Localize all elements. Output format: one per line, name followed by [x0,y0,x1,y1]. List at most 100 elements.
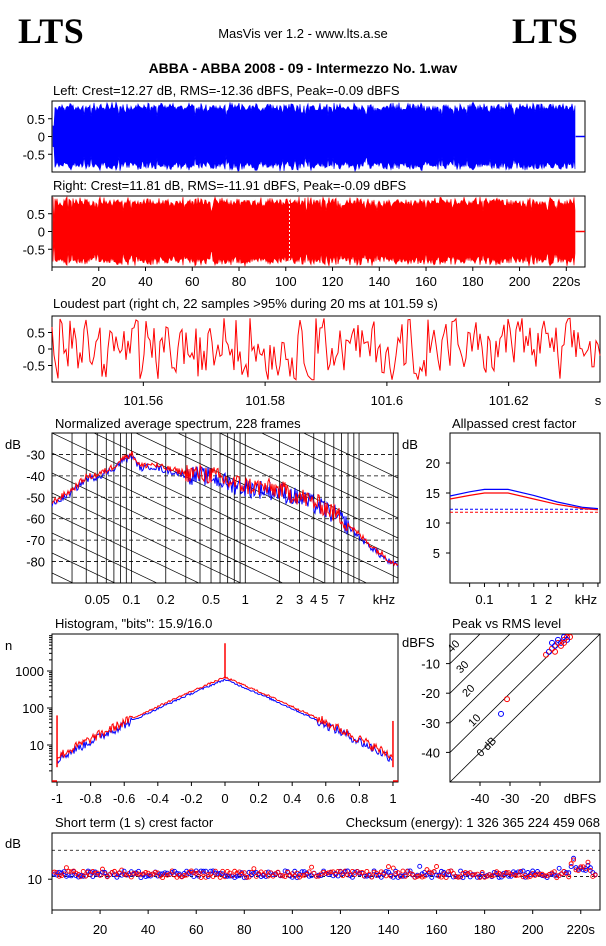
spectrum-frame [51,432,399,584]
short-term-crest-point [270,872,276,878]
short-term-crest-point [417,863,423,869]
short-term-crest-point [63,873,69,879]
loudest-part-xtick-label: 101.58 [245,393,285,408]
short-term-crest-point [323,871,329,876]
short-term-crest-point [511,869,516,875]
short-term-crest-point [138,875,144,881]
histogram-xtick-label: -1 [51,791,63,806]
short-term-crest-point [441,871,447,877]
allpassed-crest-ytick-label: 10 [426,516,440,531]
short-term-crest-point [393,871,399,877]
short-term-crest-point [73,873,79,879]
peak-vs-rms-diagonal-label: 30 [454,659,471,676]
short-term-crest-point [583,865,589,871]
peak-vs-rms-ylabel: dBFS [402,635,435,650]
peak-vs-rms-unit-label: dBFS [564,791,597,806]
short-term-crest-point [263,870,269,876]
short-term-crest-point [164,870,170,876]
short-term-crest-point [306,869,312,875]
short-term-crest-point [313,873,319,879]
short-term-crest-point [374,872,379,878]
spectrum-slope-line [302,433,398,479]
histogram-xtick-label: -0.6 [113,791,135,806]
time-axis-label: 40 [138,274,152,289]
short-term-crest-point [571,857,577,863]
peak-vs-rms-point [552,642,558,649]
short-term-crest-point [241,870,247,876]
spectrum-slope-line [52,613,398,778]
short-term-crest-point [325,870,331,876]
short-term-crest-xtick-label: 220s [567,922,596,937]
short-term-crest-point [227,870,233,876]
short-term-crest-point [157,871,163,877]
short-term-crest-point [244,874,250,880]
short-term-crest-point [342,868,348,874]
short-term-crest-point [434,872,440,878]
short-term-crest-point [251,866,257,872]
time-axis-label: 140 [368,274,390,289]
short-term-crest-xtick-label: 180 [474,922,496,937]
peak-vs-rms-diagonal [450,634,481,665]
short-term-crest-point [275,869,281,875]
peak-vs-rms-point [567,633,573,640]
short-term-crest-point [119,872,125,878]
short-term-crest-point [145,873,151,879]
short-term-crest-point [138,872,144,878]
short-term-crest-point [465,871,471,877]
peak-vs-rms-point [549,645,555,652]
short-term-crest-point [544,875,550,880]
short-term-crest-point [474,874,480,880]
peak-vs-rms-diagonal [450,634,511,694]
allpassed-crest-xtick-label: 1 [530,592,537,607]
peak-vs-rms-diagonal-label: 0 dB [475,735,499,759]
short-term-crest-point [446,869,452,874]
spectrum-ytick-label: -40 [26,469,45,484]
right-waveform-title: Right: Crest=11.81 dB, RMS=-11.91 dBFS, … [53,178,407,193]
short-term-crest-point [345,872,351,878]
time-axis-label: 120 [322,274,344,289]
spectrum-ytick-label: -80 [26,555,45,570]
peak-vs-rms-diagonal [450,634,541,724]
short-term-crest-point [443,872,449,877]
short-term-crest-point [489,873,495,879]
spectrum-slope-line [260,433,398,499]
spectrum-ylabel: dB [5,437,21,452]
allpassed-crest-ytick-label: 20 [426,456,440,471]
short-term-crest-point [506,870,512,876]
short-term-crest-xtick-label: 80 [237,922,251,937]
peak-vs-rms-point [561,633,567,640]
short-term-crest-point [568,861,574,867]
peak-vs-rms-point [498,710,504,717]
short-term-crest-point [407,868,413,874]
short-term-crest-point [431,869,437,874]
short-term-crest-point [335,873,341,879]
peak-vs-rms-ytick-label: -40 [421,745,440,760]
right-waveform-ytick-label: -0.5 [23,242,45,257]
short-term-crest-point [294,875,300,881]
short-term-crest-point [407,871,413,877]
short-term-crest-point [155,870,161,876]
short-term-crest-point [503,870,509,875]
allpassed-crest-series-0 [449,488,599,510]
loudest-part-ytick-label: 0 [38,342,45,357]
spectrum-ytick-label: -70 [26,533,45,548]
short-term-crest-point [501,870,507,876]
spectrum-xtick-label: 5 [321,592,328,607]
short-term-crest-point [426,869,432,875]
peak-vs-rms-point [543,651,549,658]
left-waveform-signal [52,101,576,173]
short-term-crest-point [282,868,288,874]
short-term-crest-point [347,871,353,877]
histogram-right-series [56,675,393,760]
short-term-crest-point [241,875,247,881]
peak-vs-rms-diagonal-label: 40 [445,638,462,655]
peak-vs-rms-diagonals [450,634,600,782]
short-term-crest-point [162,872,168,878]
spectrum-xtick-label: 0.05 [85,592,110,607]
histogram-xtick-label: 0.4 [283,791,301,806]
short-term-crest-point [575,868,581,874]
short-term-crest-point [369,874,375,880]
short-term-crest-point [460,870,466,876]
allpassed-crest-frame [449,432,601,584]
